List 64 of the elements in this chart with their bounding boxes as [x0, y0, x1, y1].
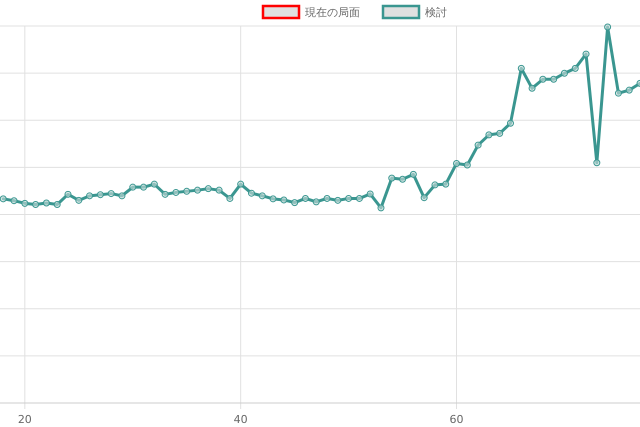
point: [604, 24, 612, 30]
x-tick-label: 60: [450, 413, 464, 426]
point: [582, 50, 590, 58]
point: [614, 90, 622, 97]
point: [302, 194, 309, 202]
point: [539, 76, 546, 83]
point: [377, 204, 384, 212]
point: [506, 120, 514, 127]
point: [172, 188, 180, 196]
point: [118, 192, 126, 200]
point: [593, 159, 600, 166]
point: [204, 185, 212, 192]
point: [0, 195, 7, 202]
point: [334, 196, 342, 204]
point: [108, 190, 115, 198]
point: [324, 194, 331, 202]
point: [10, 197, 18, 204]
point: [64, 190, 72, 198]
point: [162, 190, 169, 198]
point: [42, 199, 50, 206]
point: [474, 142, 482, 149]
point: [86, 192, 94, 200]
point: [312, 198, 320, 206]
point: [226, 194, 234, 202]
point: [410, 170, 417, 178]
point: [518, 64, 525, 72]
point: [54, 200, 61, 208]
point: [560, 70, 568, 77]
point: [496, 130, 504, 137]
point: [291, 199, 298, 206]
point: [248, 190, 255, 197]
point: [453, 160, 460, 167]
point: [32, 200, 40, 208]
point: [237, 180, 244, 188]
point: [356, 194, 363, 202]
point: [140, 184, 148, 191]
point: [96, 191, 104, 198]
point: [194, 186, 202, 194]
point: [464, 161, 471, 168]
point: [399, 176, 406, 183]
point: [21, 200, 28, 207]
point: [485, 131, 492, 138]
point: [258, 192, 266, 200]
x-tick-label: 40: [234, 413, 248, 426]
point: [431, 181, 438, 188]
point: [183, 188, 190, 195]
point: [550, 76, 558, 83]
point: [150, 180, 158, 188]
point: [270, 195, 277, 202]
legend-label: 検討: [425, 6, 447, 19]
point: [129, 184, 136, 191]
point: [420, 194, 428, 202]
point: [388, 174, 396, 182]
point: [528, 84, 536, 92]
point: [75, 196, 82, 204]
point: [626, 86, 633, 94]
x-tick-label: 20: [18, 413, 32, 426]
legend-label: 現在の局面: [305, 6, 360, 19]
point: [345, 194, 352, 202]
point: [216, 186, 223, 194]
point: [280, 196, 288, 204]
point: [366, 190, 374, 198]
point: [572, 64, 579, 72]
point: [442, 180, 450, 188]
